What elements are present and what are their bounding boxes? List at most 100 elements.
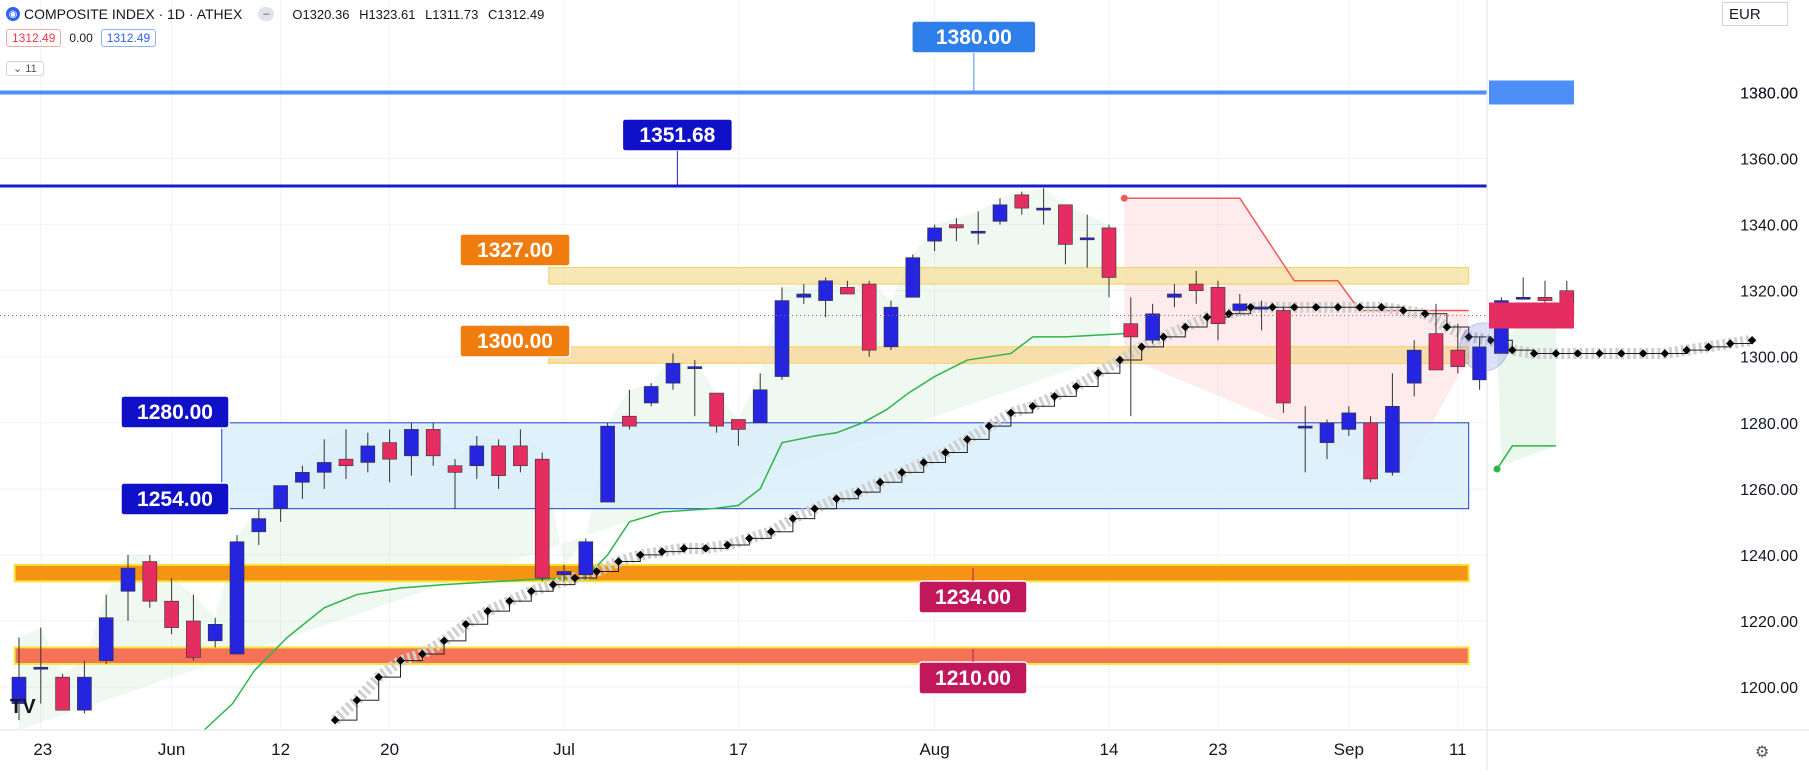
- candle-down[interactable]: [186, 620, 201, 658]
- candle-up[interactable]: [600, 425, 615, 503]
- label-1234[interactable]: 1234.00: [935, 586, 1011, 609]
- candle-up[interactable]: [665, 363, 681, 384]
- price-tick-label: 1320.00: [1740, 284, 1798, 301]
- label-1351[interactable]: 1351.68: [639, 124, 715, 147]
- candle-down[interactable]: [142, 561, 158, 602]
- candle-down[interactable]: [1058, 204, 1073, 245]
- candle-up[interactable]: [1406, 349, 1422, 384]
- label-1254[interactable]: 1254.00: [137, 488, 213, 511]
- candle-up[interactable]: [796, 293, 812, 298]
- candle-up[interactable]: [120, 567, 136, 592]
- candle-down[interactable]: [949, 224, 964, 229]
- label-1280[interactable]: 1280.00: [137, 401, 213, 424]
- candle-down[interactable]: [513, 445, 528, 467]
- candle-down[interactable]: [1014, 194, 1030, 209]
- candle-down[interactable]: [1188, 283, 1204, 291]
- candle-up[interactable]: [11, 676, 27, 704]
- label-1300[interactable]: 1300.00: [477, 330, 553, 353]
- candle-down[interactable]: [55, 676, 70, 711]
- buy-price-chip[interactable]: 1312.49: [100, 29, 157, 47]
- wave-dot: [1595, 349, 1604, 358]
- candle-down[interactable]: [534, 458, 550, 579]
- candle-up[interactable]: [1472, 346, 1487, 381]
- candle-up[interactable]: [1167, 293, 1182, 298]
- candle-up[interactable]: [752, 389, 768, 424]
- label-1327[interactable]: 1327.00: [477, 239, 553, 262]
- candle-down[interactable]: [1537, 296, 1553, 301]
- candle-up[interactable]: [970, 230, 986, 234]
- axis-tag-label[interactable]: 1380.00: [1740, 85, 1798, 102]
- candle-up[interactable]: [77, 676, 92, 711]
- candle-down[interactable]: [1123, 323, 1139, 338]
- candle-up[interactable]: [1515, 296, 1531, 300]
- zone-4[interactable]: [13, 646, 1470, 665]
- candle-up[interactable]: [295, 472, 310, 483]
- candle-down[interactable]: [447, 465, 463, 473]
- candle-down[interactable]: [491, 445, 506, 476]
- candle-up[interactable]: [98, 617, 114, 661]
- time-tick-label: 11: [1449, 740, 1467, 759]
- candle-down[interactable]: [861, 283, 877, 351]
- candle-up[interactable]: [1297, 425, 1313, 429]
- candle-up[interactable]: [883, 306, 899, 348]
- candle-up[interactable]: [273, 485, 288, 509]
- candle-up[interactable]: [33, 666, 49, 670]
- candle-up[interactable]: [905, 257, 921, 298]
- candle-up[interactable]: [207, 623, 223, 642]
- candle-up[interactable]: [1145, 313, 1160, 341]
- currency-selector[interactable]: EUR: [1722, 2, 1788, 26]
- candle-up[interactable]: [1232, 303, 1248, 311]
- candle-down[interactable]: [1101, 227, 1117, 278]
- label-1280-bg: [120, 395, 230, 429]
- candle-up[interactable]: [360, 445, 376, 463]
- candle-down[interactable]: [1276, 310, 1291, 404]
- candle-up[interactable]: [1385, 405, 1400, 473]
- candle-down[interactable]: [164, 600, 179, 628]
- candle-down[interactable]: [731, 419, 746, 430]
- indicators-toggle[interactable]: ⌄ 11: [6, 61, 44, 76]
- candle-up[interactable]: [1254, 306, 1269, 310]
- tradingview-logo-icon[interactable]: TV: [10, 696, 36, 718]
- candle-down[interactable]: [1363, 422, 1378, 480]
- current-price-tag[interactable]: 1312.49: [1740, 308, 1798, 325]
- zone-0[interactable]: [548, 267, 1470, 285]
- candle-up[interactable]: [316, 462, 332, 473]
- candle-down[interactable]: [1450, 349, 1466, 367]
- candle-down[interactable]: [709, 392, 724, 427]
- candle-up[interactable]: [404, 429, 419, 457]
- label-1380[interactable]: 1380.00: [936, 26, 1012, 49]
- candle-up[interactable]: [1319, 422, 1335, 443]
- candle-up[interactable]: [774, 300, 790, 377]
- gear-icon[interactable]: ⚙: [1755, 744, 1770, 761]
- wave-dot: [1399, 306, 1408, 315]
- candle-up[interactable]: [992, 204, 1008, 222]
- candle-up[interactable]: [927, 227, 942, 242]
- candle-down[interactable]: [338, 458, 354, 467]
- candle-up[interactable]: [469, 445, 485, 467]
- candle-up[interactable]: [687, 366, 703, 369]
- label-1210[interactable]: 1210.00: [935, 667, 1011, 690]
- candle-up[interactable]: [1079, 237, 1095, 241]
- zone-3[interactable]: [13, 563, 1470, 583]
- candle-up[interactable]: [229, 541, 245, 655]
- price-tick-label: 1220.00: [1740, 614, 1798, 631]
- candle-down[interactable]: [622, 415, 637, 427]
- candle-up[interactable]: [578, 541, 594, 576]
- symbol-title[interactable]: COMPOSITE INDEX · 1D · ATHEX: [24, 6, 243, 22]
- candle-up[interactable]: [643, 386, 659, 404]
- sell-price-chip[interactable]: 1312.49: [6, 29, 62, 47]
- collapse-icon[interactable]: –: [258, 7, 275, 21]
- candle-down[interactable]: [840, 287, 855, 295]
- zone-1[interactable]: [548, 346, 1470, 364]
- candle-down[interactable]: [1428, 333, 1444, 371]
- candle-down[interactable]: [425, 429, 441, 457]
- candle-up[interactable]: [556, 571, 572, 576]
- candle-down[interactable]: [382, 442, 397, 460]
- candle-up[interactable]: [1036, 207, 1051, 211]
- candle-up[interactable]: [1341, 412, 1357, 430]
- candle-down[interactable]: [1210, 287, 1226, 325]
- candle-up[interactable]: [818, 280, 833, 301]
- candle-up[interactable]: [251, 518, 267, 533]
